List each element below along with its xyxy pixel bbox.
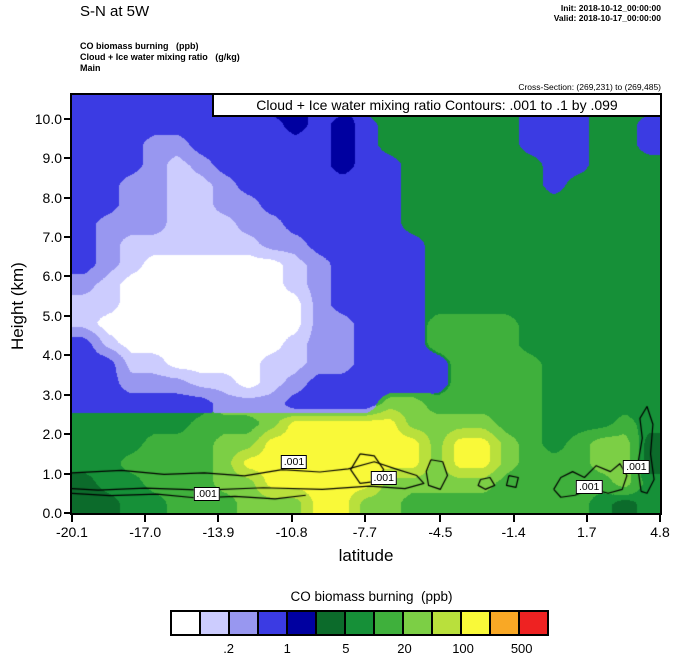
x-tick-label: -13.9 [202,524,235,540]
x-tick-label: -4.5 [428,524,453,540]
x-tick-mark [217,515,220,522]
init-time: Init: 2018-10-12_00:00:00 [560,3,661,13]
filled-contour-field [72,95,660,513]
y-tick-mark [64,393,72,396]
y-tick-label: 5.0 [42,307,62,324]
colorbar-cell [170,610,201,636]
valid-time: Valid: 2018-10-17_00:00:00 [553,13,661,23]
colorbar-tick-label: 100 [452,641,474,656]
colorbar-tick-label: 20 [397,641,412,656]
x-tick-label: -1.4 [501,524,526,540]
y-tick-mark [64,157,72,160]
y-tick-mark [64,512,72,514]
x-tick-mark [439,515,442,522]
colorbar-cell [489,610,520,636]
y-tick-label: 4.0 [42,347,62,364]
x-tick-mark [363,515,366,522]
x-tick-label: -20.1 [56,524,88,540]
plot-area: Cloud + Ice water mixing ratio Contours:… [70,93,662,515]
colorbar-tick-label: 1 [283,641,291,656]
colorbar-cell [402,610,433,636]
contour-value-label: .001 [193,487,220,502]
colorbar-tick-label: 5 [342,641,350,656]
y-tick-label: 7.0 [42,228,62,245]
grid-name-label: Main [80,63,101,73]
x-tick-mark [71,515,73,522]
y-tick-mark [64,196,72,199]
colorbar [170,610,549,636]
y-axis-title: Height (km) [8,262,27,350]
contour-value-label: .001 [575,479,603,494]
colorbar-tick-label: 500 [510,641,533,656]
x-tick-mark [585,515,588,522]
x-tick-mark [659,515,661,522]
colorbar-cell [344,610,375,636]
x-tick-label: 1.7 [577,524,597,540]
colorbar-cell [373,610,404,636]
colorbar-tick-label: .2 [223,641,235,656]
y-tick-mark [64,117,72,120]
colorbar-cell [286,610,317,636]
colorbar-cell [518,610,549,636]
y-tick-label: 0.0 [42,505,62,521]
y-tick-mark [64,314,72,317]
contour-value-label: .001 [623,459,650,474]
y-tick-mark [64,433,72,436]
contour-value-label: .001 [280,455,308,470]
y-tick-mark [64,354,72,357]
colorbar-cell [228,610,259,636]
colorbar-cell [315,610,346,636]
x-tick-label: -17.0 [129,524,162,540]
y-tick-mark [64,235,72,238]
x-tick-mark [144,515,147,522]
y-tick-label: 2.0 [42,426,62,443]
contour-info-box: Cloud + Ice water mixing ratio Contours:… [212,93,662,117]
x-axis-title: latitude [338,546,394,565]
cross-section-coords: Cross-Section: (269,231) to (269,485) [518,82,661,92]
colorbar-cell [257,610,288,636]
x-tick-label: -7.7 [352,524,377,540]
y-tick-mark [64,472,72,475]
y-tick-label: 10.0 [34,110,62,127]
y-tick-label: 3.0 [42,386,62,403]
contour-value-label: .001 [370,470,397,485]
y-tick-label: 6.0 [42,268,62,285]
fill-field-label: CO biomass burning (ppb) [80,41,199,51]
contour-field-label: Cloud + Ice water mixing ratio (g/kg) [80,52,240,62]
page-title: S-N at 5W [80,3,150,20]
colorbar-cell [460,610,491,636]
y-tick-label: 8.0 [42,189,62,206]
colorbar-cell [199,610,230,636]
x-tick-mark [290,515,293,522]
colorbar-cell [431,610,462,636]
y-tick-label: 9.0 [42,150,62,167]
y-tick-label: 1.0 [42,465,62,482]
x-tick-mark [512,515,515,522]
x-tick-label: 4.8 [650,524,670,540]
x-tick-label: -10.8 [275,524,308,540]
legend-title: CO biomass burning (ppb) [290,589,453,604]
y-tick-mark [64,275,72,278]
